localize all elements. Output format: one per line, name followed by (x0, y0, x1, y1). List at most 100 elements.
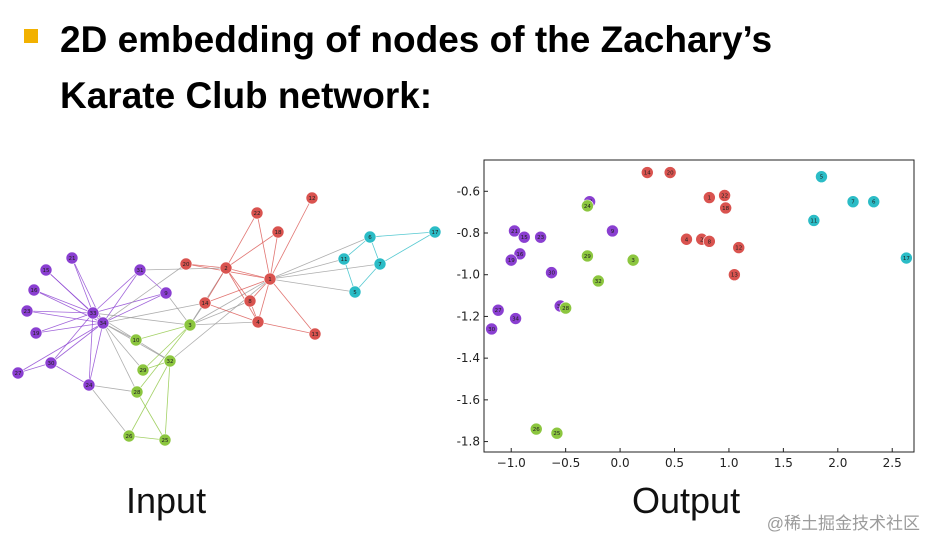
network-node-14: 14 (198, 296, 212, 310)
scatter-point-label: 30 (548, 271, 555, 277)
network-edge (102, 322, 144, 371)
scatter-point-21: 21 (508, 224, 521, 238)
network-edge (269, 231, 279, 280)
network-edge (369, 231, 436, 238)
network-node-label: 3 (188, 323, 192, 329)
network-edge (225, 267, 251, 302)
network-edge (102, 322, 138, 393)
network-edge (26, 310, 104, 324)
scatter-point-label: 4 (685, 237, 689, 243)
network-edge (102, 302, 206, 324)
network-edge (102, 263, 187, 324)
scatter-point-15: 15 (517, 230, 531, 244)
scatter-point-label: 25 (553, 431, 560, 437)
y-tick-label: -1.0 (457, 268, 480, 282)
scatter-point-3: 3 (626, 253, 640, 267)
network-node-label: 29 (140, 368, 147, 374)
scatter-point-20: 20 (663, 166, 677, 179)
network-edge (92, 292, 167, 314)
scatter-point-label: 5 (820, 175, 824, 181)
scatter-point-14: 14 (640, 166, 654, 179)
scatter-point-11: 11 (807, 214, 821, 227)
network-edge (92, 269, 141, 314)
input-label: Input (126, 480, 207, 521)
network-node-6: 6 (363, 230, 377, 244)
network-node-label: 27 (15, 371, 22, 377)
scatter-point-9: 9 (606, 224, 619, 238)
network-node-12: 12 (305, 191, 319, 205)
network-node-label: 9 (164, 291, 168, 297)
network-node-label: 23 (24, 309, 31, 315)
network-node-15: 15 (39, 263, 53, 277)
network-edge (50, 312, 94, 364)
network-node-31: 31 (133, 263, 147, 277)
network-edge (136, 324, 191, 393)
network-node-4: 4 (251, 315, 265, 329)
network-edge (17, 322, 104, 374)
network-edge (257, 321, 316, 335)
scatter-point-24: 24 (581, 199, 594, 213)
network-node-label: 7 (378, 262, 382, 268)
scatter-point-30: 30 (545, 266, 558, 279)
scatter-point-12: 12 (732, 241, 746, 254)
network-edge (169, 278, 271, 362)
plot-frame (483, 159, 915, 453)
network-edge (269, 278, 356, 293)
title-line-1: 2D embedding of nodes of the Zachary’s (60, 19, 773, 60)
network-node-30: 30 (44, 356, 58, 370)
scatter-point-label: 26 (533, 427, 540, 433)
network-edge (225, 212, 258, 269)
network-node-label: 34 (100, 321, 107, 327)
network-node-label: 25 (162, 438, 169, 444)
scatter-point-label: 8 (708, 239, 712, 245)
x-tick-label: 2.5 (883, 456, 902, 470)
network-edge (189, 278, 271, 326)
network-edge (269, 278, 316, 335)
network-node-34: 34 (96, 316, 110, 330)
scatter-point-label: 1 (708, 196, 712, 202)
network-node-2: 2 (219, 261, 233, 275)
scatter-point-label: 17 (903, 256, 910, 262)
scatter-point-8: 8 (703, 235, 716, 248)
scatter-point-4: 4 (680, 232, 693, 246)
network-node-7: 7 (373, 257, 387, 271)
network-edge (189, 300, 251, 326)
network-node-32: 32 (163, 354, 177, 368)
network-edge (102, 292, 167, 324)
network-node-18: 18 (271, 225, 285, 239)
network-node-17: 17 (428, 225, 442, 239)
network-edge (269, 263, 381, 280)
scatter-point-6: 6 (867, 195, 881, 209)
scatter-point-23: 23 (534, 230, 547, 244)
network-node-label: 20 (183, 262, 190, 268)
y-tick-label: -0.6 (457, 184, 480, 198)
scatter-point-label: 3 (631, 258, 635, 264)
scatter-point-5: 5 (815, 170, 828, 183)
network-edge (225, 231, 279, 269)
network-node-label: 19 (33, 331, 40, 337)
scatter-point-32: 32 (592, 274, 605, 288)
scatter-point-label: 23 (537, 235, 544, 241)
network-node-label: 6 (368, 235, 372, 241)
scatter-point-17: 17 (900, 251, 913, 265)
scatter-point-label: 12 (735, 246, 742, 252)
network-node-26: 26 (122, 429, 136, 443)
scatter-point-label: 29 (584, 254, 591, 260)
scatter-point-label: 32 (595, 279, 602, 285)
network-node-28: 28 (130, 385, 144, 399)
network-edge (257, 278, 271, 323)
network-edge (26, 310, 94, 314)
network-node-27: 27 (11, 366, 25, 380)
network-node-label: 13 (312, 332, 319, 338)
y-tick-label: -1.8 (457, 435, 480, 449)
network-node-label: 1 (268, 277, 272, 283)
scatter-point-label: 27 (495, 308, 502, 314)
scatter-point-label: 2 (700, 237, 704, 243)
y-tick-label: -1.6 (457, 393, 480, 407)
scatter-point-label: 30 (488, 327, 495, 333)
scatter-point-18: 18 (719, 201, 732, 215)
output-embedding-scatter: −1.0 −0.5 0.0 0.5 1.0 1.5 2.0 2.5 -0.6 -0.8 -1.0 -1… (457, 159, 915, 470)
network-node-20: 20 (179, 257, 193, 271)
network-node-label: 10 (133, 338, 140, 344)
network-edge (142, 324, 191, 371)
